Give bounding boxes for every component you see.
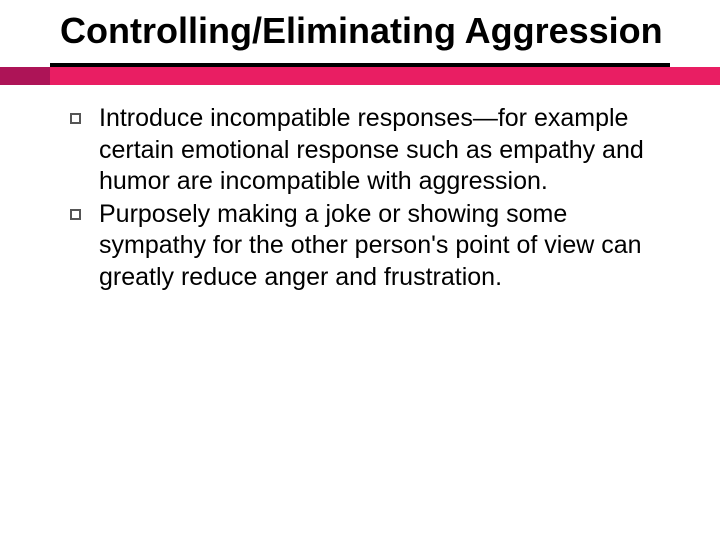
title-area: Controlling/Eliminating Aggression [0,0,720,59]
bullet-square-icon [70,209,81,220]
bullet-text: Purposely making a joke or showing some … [99,199,650,293]
accent-bar [0,67,720,85]
bullet-square-icon [70,113,81,124]
list-item: Purposely making a joke or showing some … [70,199,650,293]
list-item: Introduce incompatible responses—for exa… [70,103,650,197]
bullet-text: Introduce incompatible responses—for exa… [99,103,650,197]
content-area: Introduce incompatible responses—for exa… [0,85,720,293]
slide-title: Controlling/Eliminating Aggression [60,10,670,51]
